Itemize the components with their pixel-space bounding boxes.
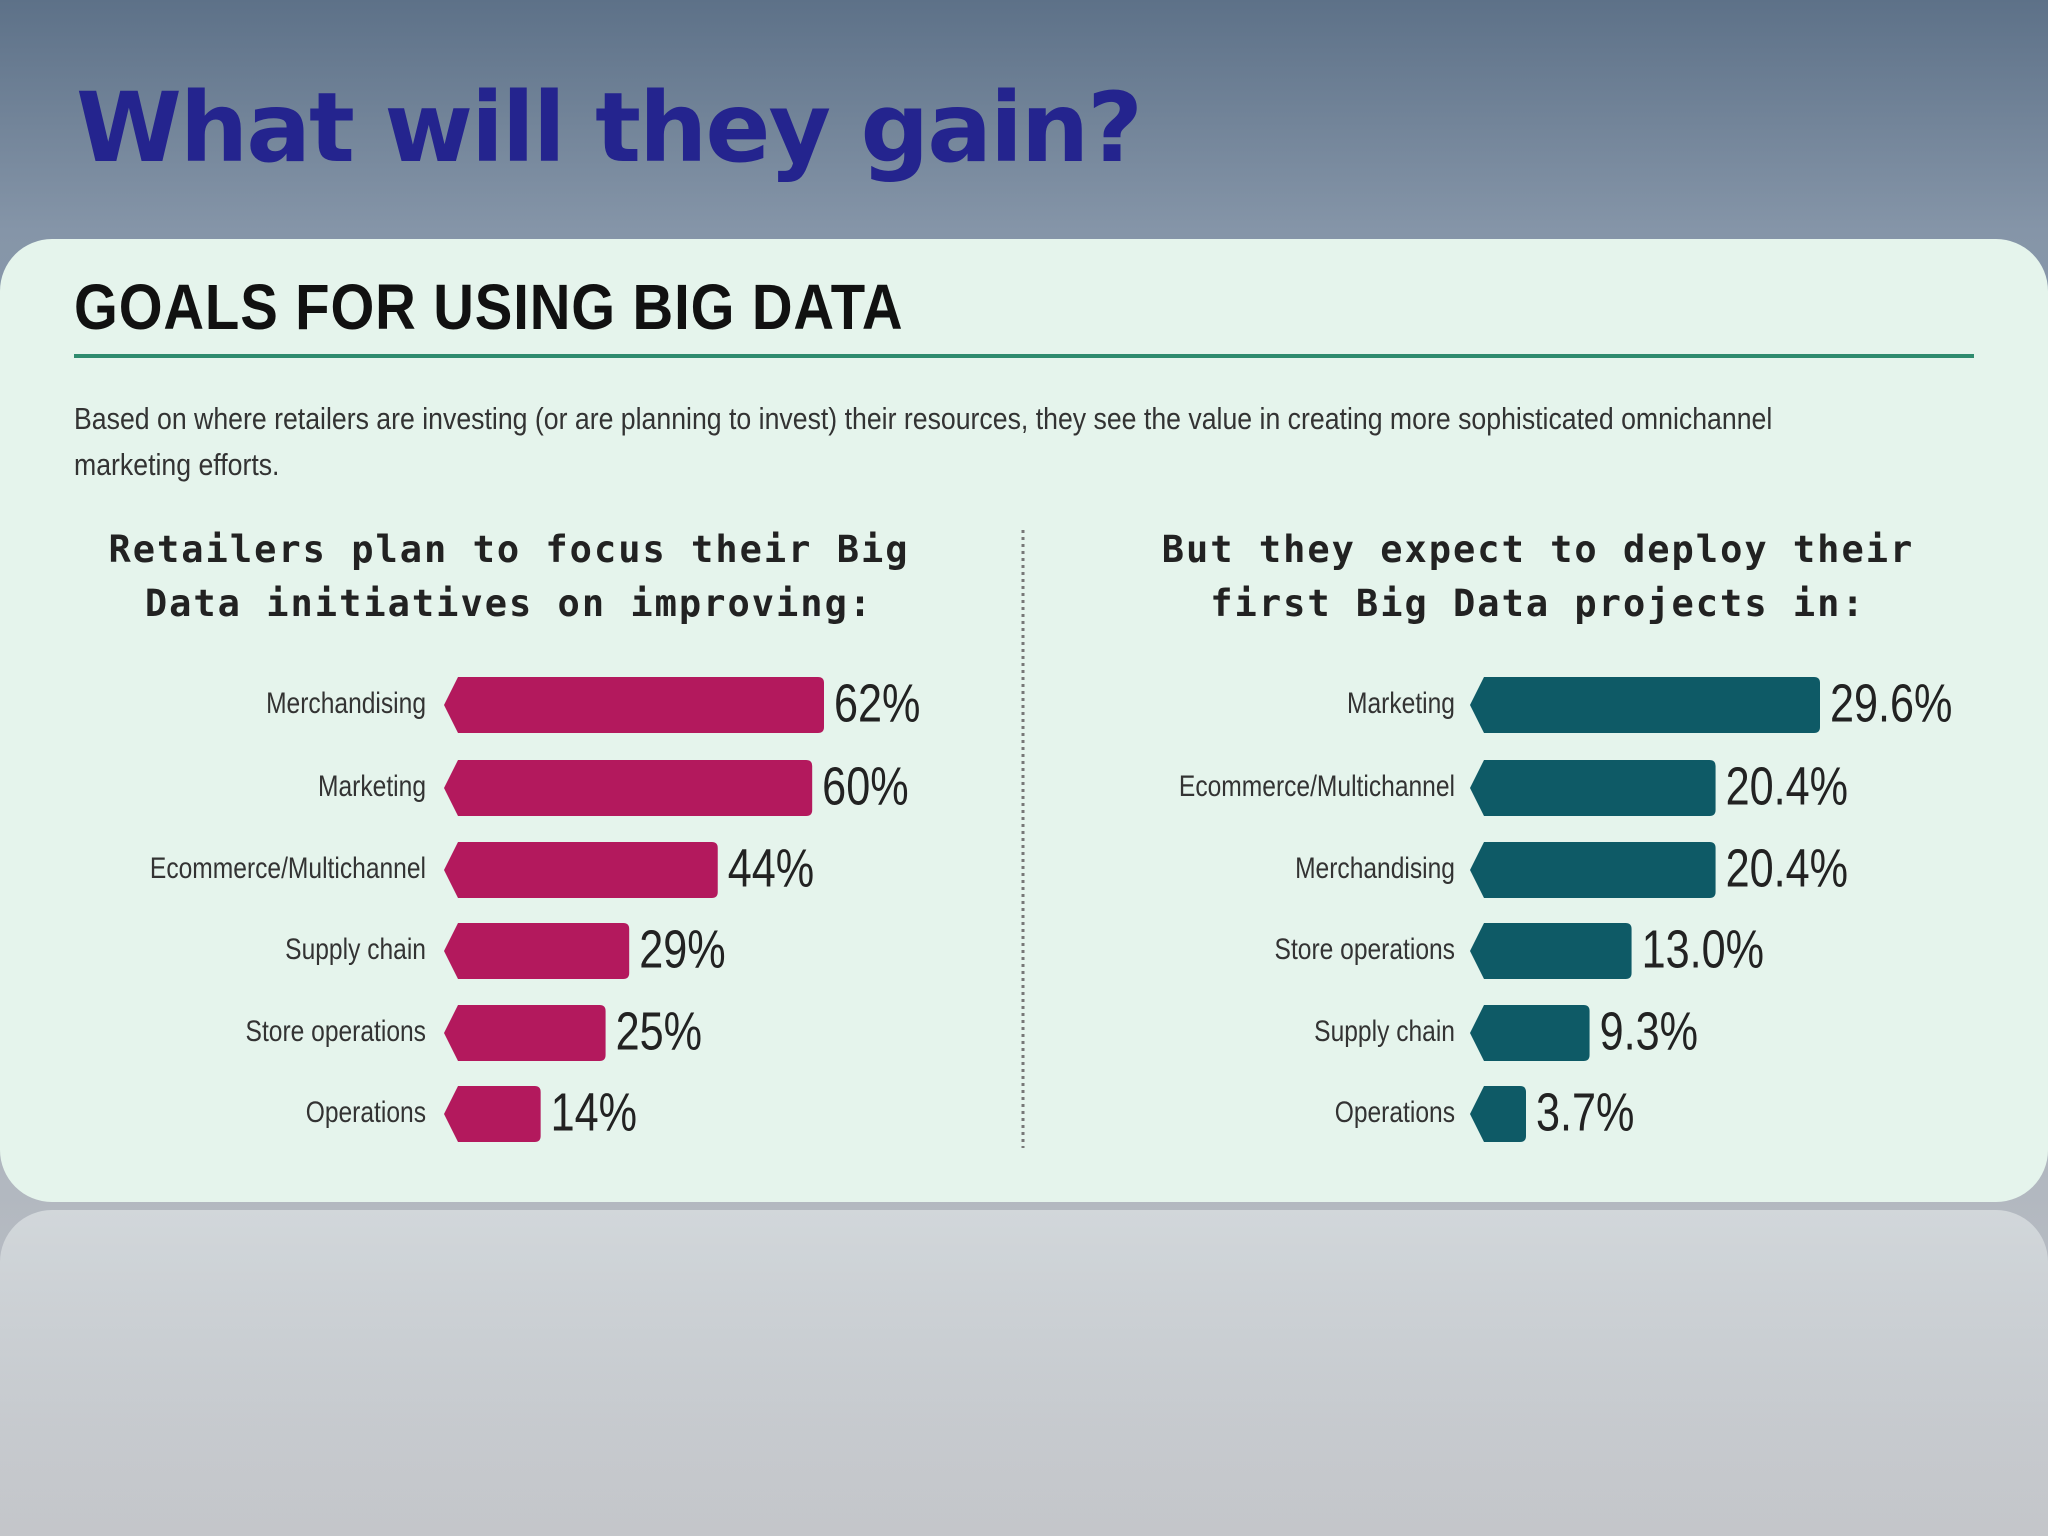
category-label: Store operations xyxy=(1275,932,1455,966)
bar xyxy=(1470,677,1820,733)
value-label: 20.4% xyxy=(1726,757,1848,817)
chart-title: But they expect to deploy their first Bi… xyxy=(1161,528,1915,625)
bar xyxy=(444,923,630,979)
value-label: 25% xyxy=(616,1002,702,1062)
value-label: 9.3% xyxy=(1600,1002,1698,1062)
value-label: 13.0% xyxy=(1642,920,1764,980)
value-label: 20.4% xyxy=(1726,839,1848,899)
heading-rule xyxy=(74,354,1974,358)
category-label: Marketing xyxy=(318,769,426,803)
value-label: 62% xyxy=(834,674,920,734)
value-label: 44% xyxy=(728,839,814,899)
category-label: Ecommerce/Multichannel xyxy=(1179,769,1455,803)
category-label: Merchandising xyxy=(1295,851,1455,885)
bar xyxy=(444,677,824,733)
bar xyxy=(1470,760,1716,816)
heading: GOALS FOR USING BIG DATA xyxy=(74,271,904,343)
description: Based on where retailers are investing (… xyxy=(74,401,1773,482)
category-label: Supply chain xyxy=(1314,1014,1455,1048)
reflection xyxy=(0,1210,2048,1536)
category-label: Store operations xyxy=(246,1014,426,1048)
bar xyxy=(1470,1086,1526,1142)
category-label: Marketing xyxy=(1347,686,1455,720)
category-label: Operations xyxy=(306,1095,426,1129)
value-label: 3.7% xyxy=(1536,1083,1634,1143)
category-label: Ecommerce/Multichannel xyxy=(150,851,426,885)
chart-title: Retailers plan to focus their Big Data i… xyxy=(108,528,910,625)
bar xyxy=(1470,923,1632,979)
category-label: Supply chain xyxy=(285,932,426,966)
bar xyxy=(444,842,718,898)
category-label: Merchandising xyxy=(266,686,426,720)
value-label: 14% xyxy=(551,1083,637,1143)
bar xyxy=(444,760,813,816)
slide-title: What will they gain? xyxy=(76,72,1143,184)
bar xyxy=(444,1005,606,1061)
bar xyxy=(1470,1005,1590,1061)
value-label: 29% xyxy=(639,920,725,980)
value-label: 29.6% xyxy=(1830,674,1952,734)
category-label: Operations xyxy=(1335,1095,1455,1129)
bar xyxy=(444,1086,541,1142)
value-label: 60% xyxy=(822,757,908,817)
bar xyxy=(1470,842,1716,898)
